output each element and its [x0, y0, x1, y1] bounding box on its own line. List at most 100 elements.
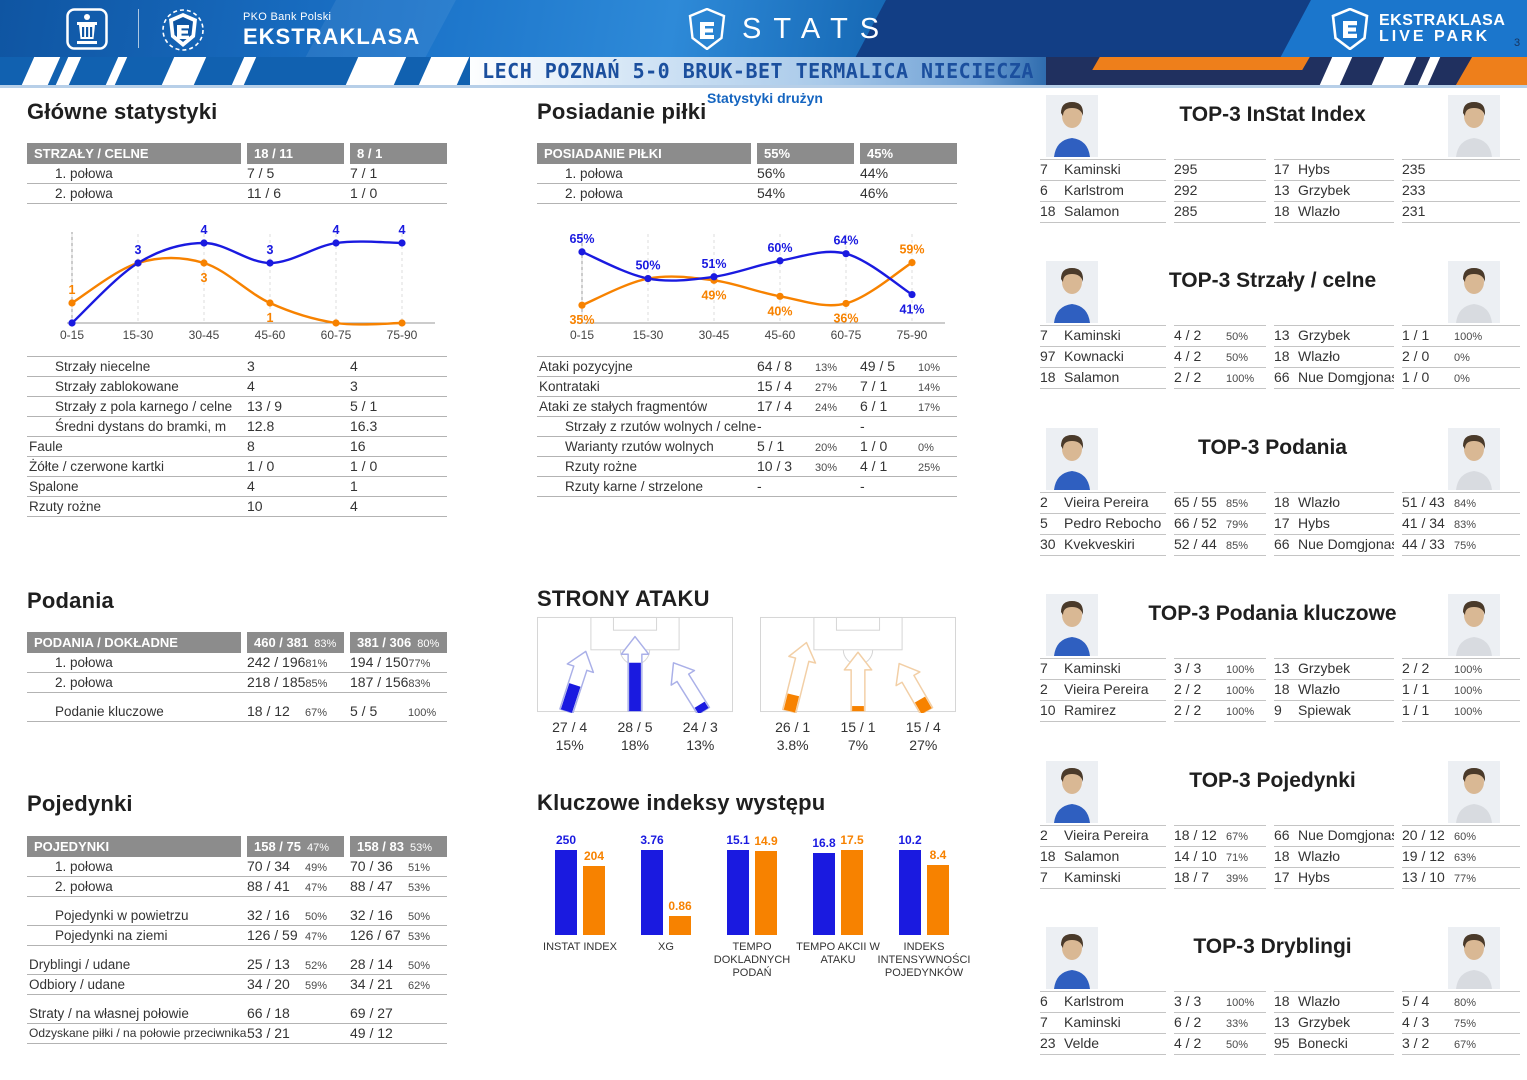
attack-percent: 15% — [555, 737, 584, 753]
away-index-value: 14.9 — [754, 834, 778, 848]
ekstraklasa-label: EKSTRAKLASA — [243, 24, 421, 49]
home-value: 70 / 34 49% — [247, 857, 350, 877]
duels-heading: Pojedynki — [27, 791, 133, 816]
svg-text:41%: 41% — [899, 303, 924, 317]
home-value: 13 / 9 — [247, 397, 350, 417]
table-row: Ataki pozycyjne 64 / 8 13% 49 / 5 10% — [537, 357, 957, 377]
top3-left-name: 6 Karlstrom — [1040, 991, 1166, 1013]
player-photo-away — [1448, 95, 1500, 157]
away-value: 7 / 1 14% — [860, 377, 957, 397]
top3-left-name: 6 Karlstrom — [1040, 181, 1166, 202]
index-label: TEMPO DOKLADNYCH PODAŃ — [713, 941, 791, 979]
home-value: 11 / 6 — [247, 184, 350, 204]
svg-text:75-90: 75-90 — [897, 328, 928, 342]
bars: 250 204 — [537, 832, 623, 935]
top3-right-value: 51 / 43 84% — [1402, 492, 1520, 514]
possession-heading: Posiadanie piłki — [537, 99, 707, 124]
svg-text:60%: 60% — [767, 241, 792, 255]
attack-count: 24 / 3 — [682, 719, 718, 735]
live-park-logo: EKSTRAKLASA LIVE PARK — [1330, 8, 1505, 50]
main-stats-heading: Główne statystyki — [27, 99, 218, 124]
away-bar — [583, 866, 605, 935]
top3-right-name: 17 Hybs — [1274, 868, 1394, 889]
live-park-line2: LIVE PARK — [1379, 28, 1491, 45]
top3-left-name: 7 Kaminski — [1040, 1013, 1166, 1034]
top3-left-value: 3 / 3 100% — [1174, 658, 1266, 680]
top3-right-name: 18 Wlazło — [1274, 347, 1394, 368]
svg-text:4: 4 — [333, 223, 340, 237]
top3-section: TOP-3 Dryblingi 6 Karlstrom 3 / 3 100% 18 Wla… — [1040, 927, 1520, 1080]
top3-right-value: 5 / 4 80% — [1402, 991, 1520, 1013]
top3-right-name: 13 Grzybek — [1274, 658, 1394, 680]
away-value: 1 — [350, 477, 447, 497]
row-label: Odbiory / udane — [27, 975, 247, 995]
top3-right-value: 3 / 2 67% — [1402, 1034, 1520, 1055]
home-bar — [555, 850, 577, 935]
passes-rows: 1. połowa 242 / 19681% 194 / 15077% 2. poło… — [27, 653, 447, 722]
home-value: 64 / 8 13% — [757, 357, 860, 377]
player-photo-away — [1448, 428, 1500, 490]
row-label: Strzały z pola karnego / celne — [27, 397, 247, 417]
top3-title: TOP-3 Pojedynki — [1189, 769, 1356, 792]
away-value: 126 / 67 53% — [350, 926, 447, 946]
top3-section: TOP-3 Podania kluczowe 7 Kaminski 3 / 3 100… — [1040, 594, 1520, 754]
decor-orange-corner — [1453, 57, 1527, 85]
top3-right-name: 17 Hybs — [1274, 514, 1394, 535]
attack-percent: 18% — [620, 737, 649, 753]
away-value: 4 — [350, 497, 447, 517]
match-title: LECH POZNAŃ 5-0 BRUK-BET TERMALICA NIECI… — [482, 59, 1034, 83]
top3-right-value: 13 / 10 77% — [1402, 868, 1520, 889]
attack-count: 27 / 4 — [552, 719, 588, 735]
home-index-value: 16.8 — [812, 836, 836, 850]
home-value: 10 / 3 30% — [757, 457, 860, 477]
top3-right-name: 66 Nue Domgjonas — [1274, 535, 1394, 556]
away-value: 1 / 0 — [350, 457, 447, 477]
table-row: Strzały zablokowane 4 3 — [27, 377, 447, 397]
svg-text:60-75: 60-75 — [321, 328, 352, 342]
table-row: 2. połowa 218 / 18585% 187 / 15683% — [27, 673, 447, 693]
duels-rows: 1. połowa 70 / 34 49% 70 / 36 51% 2. połowa 88… — [27, 857, 447, 1044]
svg-text:49%: 49% — [701, 288, 726, 302]
row-label: 1. połowa — [27, 857, 247, 877]
away-value: 49 / 5 10% — [860, 357, 957, 377]
top3-left-value: 4 / 2 50% — [1174, 347, 1266, 368]
top3-table: 2 Vieira Pereira 18 / 12 67% 66 Nue Domgjonas… — [1040, 825, 1520, 889]
top3-right-name: 17 Hybs — [1274, 159, 1394, 181]
top3-table: 7 Kaminski 4 / 2 50% 13 Grzybek 1 / 1 100% 97 Kow… — [1040, 325, 1520, 389]
top3-table: 2 Vieira Pereira 65 / 55 85% 18 Wlazło 51 / 43… — [1040, 492, 1520, 556]
row-label: Warianty rzutów wolnych — [537, 437, 757, 457]
top3-left-name: 2 Vieira Pereira — [1040, 492, 1166, 514]
away-value: 4 — [350, 357, 447, 377]
home-value: 66 / 18 — [247, 1004, 350, 1024]
row-label: Ataki pozycyjne — [537, 357, 757, 377]
top3-right-value: 2 / 2 100% — [1402, 658, 1520, 680]
top3-right-name: 66 Nue Domgjonas — [1274, 825, 1394, 847]
attack-side-value: 27 / 4 15% — [537, 718, 602, 754]
decor-stripe — [1415, 57, 1443, 85]
svg-text:59%: 59% — [899, 243, 924, 257]
decor-band-right — [1046, 57, 1527, 85]
player-photo-away — [1448, 761, 1500, 823]
header-home-value: 460 / 381 83% — [247, 632, 344, 653]
top3-right-name: 95 Bonecki — [1274, 1034, 1394, 1055]
top3-table: 6 Karlstrom 3 / 3 100% 18 Wlazło 5 / 4 80% 7 Kami… — [1040, 991, 1520, 1055]
pko-bank-label: PKO Bank Polski — [243, 11, 332, 23]
top3-right-name: 18 Wlazło — [1274, 680, 1394, 701]
top3-left-name: 18 Salamon — [1040, 368, 1166, 389]
possession-line-chart: 0-15 15-30 30-45 45-60 60-75 75-90 35% 49% 40% 36… — [569, 232, 945, 342]
top3-left-name: 7 Kaminski — [1040, 658, 1166, 680]
svg-text:30-45: 30-45 — [189, 328, 220, 342]
away-bar — [841, 850, 863, 935]
top3-left-name: 30 Kvekveskiri — [1040, 535, 1166, 556]
row-label: Pojedynki w powietrzu — [27, 906, 247, 926]
table-row: Podanie kluczowe 18 / 12 67% 5 / 5 100% — [27, 702, 447, 722]
away-value: 69 / 27 — [350, 1004, 447, 1024]
top3-title: TOP-3 Podania kluczowe — [1148, 602, 1397, 625]
away-value: 32 / 16 50% — [350, 906, 447, 926]
row-label: Faule — [27, 437, 247, 457]
top3-left-value: 2 / 2 100% — [1174, 368, 1266, 389]
bars: 16.8 17.5 — [795, 832, 881, 935]
